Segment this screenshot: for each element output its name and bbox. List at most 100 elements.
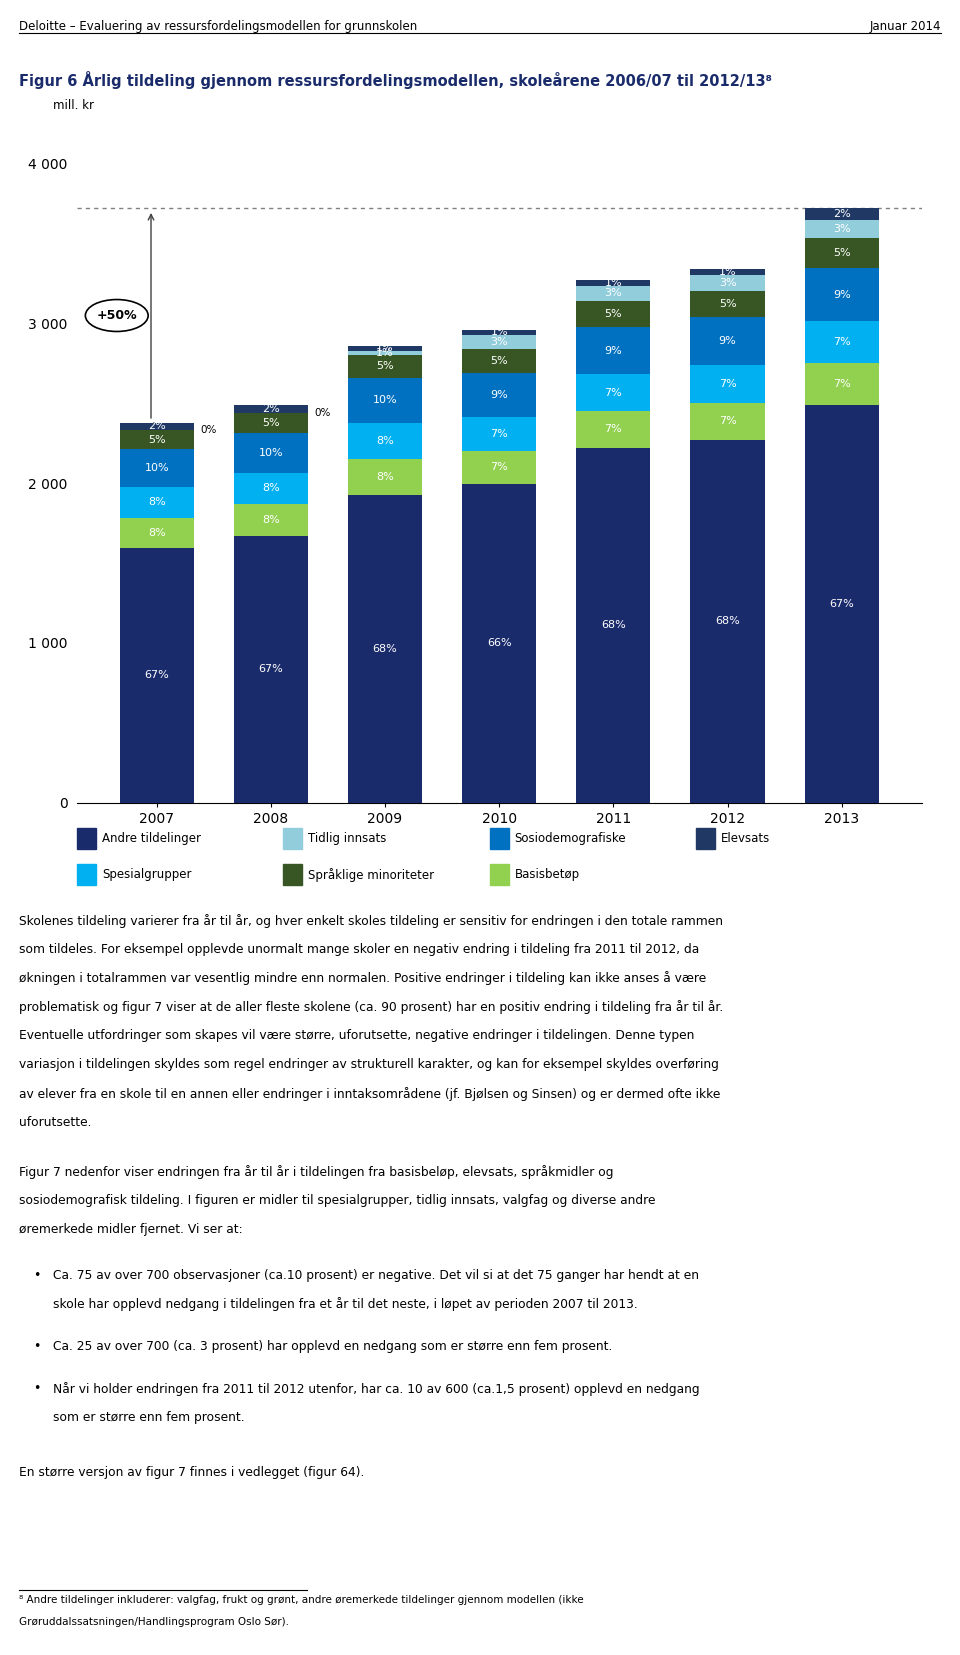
Text: 9%: 9% bbox=[605, 346, 622, 356]
Text: økningen i totalrammen var vesentlig mindre enn normalen. Positive endringer i t: økningen i totalrammen var vesentlig min… bbox=[19, 971, 707, 985]
Bar bbox=[804, 321, 878, 362]
Text: 7%: 7% bbox=[833, 379, 851, 389]
Text: Spesialgrupper: Spesialgrupper bbox=[102, 869, 191, 880]
Text: 7%: 7% bbox=[491, 429, 508, 439]
Text: 2%: 2% bbox=[833, 210, 851, 220]
Bar bbox=[690, 291, 764, 318]
Text: 3%: 3% bbox=[491, 338, 508, 348]
Text: Sosiodemografiske: Sosiodemografiske bbox=[515, 832, 626, 844]
Text: Figur 7 nedenfor viser endringen fra år til år i tildelingen fra basisbeløp, ele: Figur 7 nedenfor viser endringen fra år … bbox=[19, 1165, 613, 1178]
Text: 5%: 5% bbox=[262, 417, 279, 429]
Text: 67%: 67% bbox=[144, 670, 169, 680]
Text: 5%: 5% bbox=[833, 248, 851, 258]
Text: 68%: 68% bbox=[601, 621, 626, 631]
Text: 8%: 8% bbox=[148, 498, 165, 508]
Text: 5%: 5% bbox=[491, 356, 508, 366]
Bar bbox=[348, 356, 422, 377]
Bar bbox=[690, 440, 764, 803]
Text: 1%: 1% bbox=[376, 348, 394, 357]
Bar bbox=[462, 334, 537, 349]
Text: 67%: 67% bbox=[829, 599, 854, 609]
Text: 10%: 10% bbox=[144, 463, 169, 473]
Bar bbox=[576, 328, 651, 374]
Text: 66%: 66% bbox=[487, 639, 512, 649]
Text: skole har opplevd nedgang i tildelingen fra et år til det neste, i løpet av peri: skole har opplevd nedgang i tildelingen … bbox=[53, 1298, 637, 1311]
Text: sosiodemografisk tildeling. I figuren er midler til spesialgrupper, tidlig innsa: sosiodemografisk tildeling. I figuren er… bbox=[19, 1195, 656, 1206]
Text: En større versjon av figur 7 finnes i vedlegget (figur 64).: En større versjon av figur 7 finnes i ve… bbox=[19, 1466, 365, 1480]
Text: mill. kr: mill. kr bbox=[53, 99, 94, 113]
Text: Tidlig innsats: Tidlig innsats bbox=[308, 832, 387, 844]
Text: Basisbetøp: Basisbetøp bbox=[515, 869, 580, 880]
Text: ⁸ Andre tildelinger inkluderer: valgfag, frukt og grønt, andre øremerkede tildel: ⁸ Andre tildelinger inkluderer: valgfag,… bbox=[19, 1595, 584, 1605]
Bar bbox=[120, 422, 194, 430]
Text: 7%: 7% bbox=[605, 424, 622, 434]
Text: •: • bbox=[34, 1341, 41, 1352]
Text: Deloitte – Evaluering av ressursfordelingsmodellen for grunnskolen: Deloitte – Evaluering av ressursfordelin… bbox=[19, 20, 418, 33]
Bar bbox=[690, 275, 764, 291]
Text: Elevsats: Elevsats bbox=[721, 832, 770, 844]
Text: Figur 6 Årlig tildeling gjennom ressursfordelingsmodellen, skoleårene 2006/07 ti: Figur 6 Årlig tildeling gjennom ressursf… bbox=[19, 71, 772, 89]
Text: •: • bbox=[34, 1268, 41, 1281]
Bar bbox=[348, 346, 422, 351]
Text: 9%: 9% bbox=[833, 290, 851, 300]
Text: 10%: 10% bbox=[372, 396, 397, 405]
Text: øremerkede midler fjernet. Vi ser at:: øremerkede midler fjernet. Vi ser at: bbox=[19, 1223, 243, 1236]
Text: Når vi holder endringen fra 2011 til 2012 utenfor, har ca. 10 av 600 (ca.1,5 pro: Når vi holder endringen fra 2011 til 201… bbox=[53, 1382, 700, 1395]
Text: Andre tildelinger: Andre tildelinger bbox=[102, 832, 201, 844]
Bar bbox=[348, 495, 422, 803]
Bar bbox=[576, 280, 651, 286]
Bar bbox=[576, 447, 651, 803]
Text: problematisk og figur 7 viser at de aller fleste skolene (ca. 90 prosent) har en: problematisk og figur 7 viser at de alle… bbox=[19, 1000, 724, 1015]
Text: 8%: 8% bbox=[376, 472, 394, 482]
Text: 1%: 1% bbox=[491, 328, 508, 338]
Text: 5%: 5% bbox=[719, 300, 736, 309]
Text: variasjon i tildelingen skyldes som regel endringer av strukturell karakter, og : variasjon i tildelingen skyldes som rege… bbox=[19, 1059, 719, 1071]
Text: 1%: 1% bbox=[605, 278, 622, 288]
Text: 7%: 7% bbox=[833, 338, 851, 348]
Bar bbox=[348, 351, 422, 356]
Bar bbox=[576, 286, 651, 301]
Bar bbox=[462, 374, 537, 417]
Bar bbox=[462, 349, 537, 374]
Bar bbox=[234, 434, 308, 473]
Text: Språklige minoriteter: Språklige minoriteter bbox=[308, 867, 434, 882]
Bar bbox=[120, 548, 194, 803]
Text: 5%: 5% bbox=[376, 361, 394, 371]
Bar bbox=[234, 405, 308, 412]
Bar bbox=[462, 485, 537, 803]
Bar bbox=[234, 473, 308, 505]
Text: Grøruddalssatsningen/Handlingsprogram Oslo Sør).: Grøruddalssatsningen/Handlingsprogram Os… bbox=[19, 1617, 289, 1627]
Bar bbox=[234, 536, 308, 803]
Text: Ca. 75 av over 700 observasjoner (ca.10 prosent) er negative. Det vil si at det : Ca. 75 av over 700 observasjoner (ca.10 … bbox=[53, 1268, 699, 1281]
Text: 8%: 8% bbox=[148, 528, 165, 538]
Text: 67%: 67% bbox=[258, 664, 283, 675]
Text: 3%: 3% bbox=[719, 278, 736, 288]
Bar bbox=[234, 412, 308, 434]
Text: 1%: 1% bbox=[719, 266, 736, 276]
Bar bbox=[804, 268, 878, 321]
Bar bbox=[576, 301, 651, 328]
Text: 2%: 2% bbox=[148, 422, 165, 432]
Text: 0%: 0% bbox=[315, 407, 331, 419]
Bar bbox=[690, 366, 764, 402]
Bar bbox=[462, 329, 537, 334]
Text: 7%: 7% bbox=[719, 415, 736, 427]
Bar bbox=[348, 424, 422, 458]
Bar bbox=[462, 450, 537, 485]
Bar bbox=[804, 404, 878, 803]
Text: 7%: 7% bbox=[605, 387, 622, 397]
Bar bbox=[576, 410, 651, 447]
Text: 68%: 68% bbox=[715, 616, 740, 626]
Text: 7%: 7% bbox=[491, 462, 508, 472]
Text: •: • bbox=[34, 1382, 41, 1395]
Bar bbox=[690, 402, 764, 440]
Text: 68%: 68% bbox=[372, 644, 397, 654]
Text: 8%: 8% bbox=[376, 435, 394, 447]
Text: 3%: 3% bbox=[833, 225, 851, 235]
Text: 7%: 7% bbox=[719, 379, 736, 389]
Bar bbox=[120, 487, 194, 518]
Text: uforutsette.: uforutsette. bbox=[19, 1115, 92, 1129]
Bar bbox=[690, 270, 764, 275]
Text: 8%: 8% bbox=[262, 483, 279, 493]
Bar bbox=[234, 505, 308, 536]
